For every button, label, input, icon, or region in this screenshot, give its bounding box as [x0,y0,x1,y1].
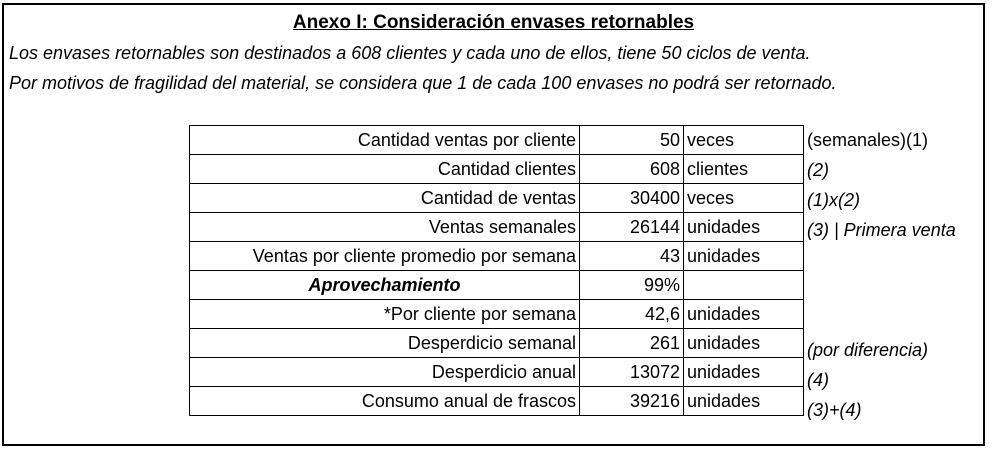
row-note: (3) | Primera venta [807,220,956,240]
row-label: *Por cliente por semana [189,299,580,329]
row-value: 13072 [579,357,684,387]
row-value: 608 [579,154,684,184]
row-label: Ventas por cliente promedio por semana [189,241,580,271]
table-row: *Por cliente por semana 42,6 unidades [189,299,804,329]
row-label: Ventas semanales [189,212,580,242]
table-row: Ventas semanales 26144 unidades [189,212,804,242]
row-label: Cantidad ventas por cliente [189,125,580,155]
table-row: Desperdicio semanal 261 unidades [189,328,804,358]
row-label: Desperdicio anual [189,357,580,387]
row-unit: veces [683,125,804,155]
row-note [807,305,956,335]
annex-title: Anexo I: Consideración envases retornabl… [292,12,695,33]
row-unit [683,270,804,300]
row-note: (por diferencia) [807,340,929,360]
row-note [807,275,956,305]
table-row: Consumo anual de frascos 39216 unidades [189,386,804,416]
row-label: Consumo anual de frascos [189,386,580,416]
row-notes: (semanales)(1) (2) (1)x(2) (3) | Primera… [807,125,956,425]
row-value: 42,6 [579,299,684,329]
row-unit: unidades [683,299,804,329]
row-value: 261 [579,328,684,358]
row-label: Aprovechamiento [189,270,580,300]
intro-line-1: Los envases retornables son destinados a… [9,43,811,63]
row-value: 99% [579,270,684,300]
row-label: Desperdicio semanal [189,328,580,358]
row-value: 30400 [579,183,684,213]
row-unit: unidades [683,357,804,387]
row-label: Cantidad de ventas [189,183,580,213]
table-row: Cantidad clientes 608 clientes [189,154,804,184]
row-note: (semanales)(1) [807,130,929,150]
row-note [807,245,956,275]
row-value: 43 [579,241,684,271]
row-value: 39216 [579,386,684,416]
row-label: Cantidad clientes [189,154,580,184]
intro-line-2: Por motivos de fragilidad del material, … [9,73,837,93]
row-note: (4) [807,370,829,390]
row-unit: unidades [683,212,804,242]
table-row: Cantidad de ventas 30400 veces [189,183,804,213]
row-unit: unidades [683,241,804,271]
row-value: 50 [579,125,684,155]
row-unit: clientes [683,154,804,184]
table-row: Aprovechamiento 99% [189,270,804,300]
table-row: Ventas por cliente promedio por semana 4… [189,241,804,271]
table-row: Cantidad ventas por cliente 50 veces [189,125,804,155]
row-unit: unidades [683,328,804,358]
row-unit: unidades [683,386,804,416]
row-value: 26144 [579,212,684,242]
table-row: Desperdicio anual 13072 unidades [189,357,804,387]
annex-frame: Anexo I: Consideración envases retornabl… [2,3,985,446]
row-unit: veces [683,183,804,213]
calculation-table: Cantidad ventas por cliente 50 veces Can… [189,125,804,416]
row-note: (1)x(2) [807,190,860,210]
row-note: (2) [807,160,829,180]
row-note: (3)+(4) [807,400,862,420]
